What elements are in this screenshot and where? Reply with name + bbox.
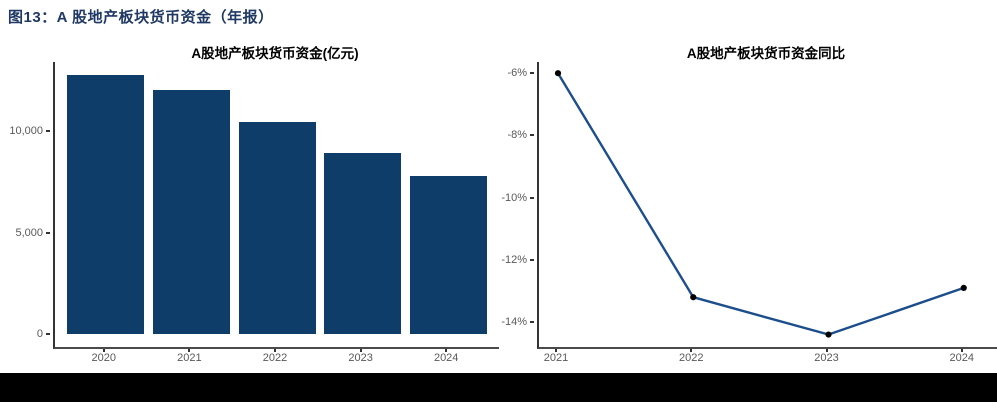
x-axis-tick-mark — [825, 349, 828, 352]
x-axis-tick-mark — [188, 349, 191, 352]
y-axis-tick-mark — [530, 196, 534, 199]
x-axis-tick-mark — [555, 349, 557, 352]
yoy-line-plot — [554, 70, 967, 338]
y-axis-tick-label: -12% — [501, 253, 527, 266]
x-axis-tick-label: 2022 — [262, 352, 288, 364]
x-axis-tick-label: 2024 — [433, 352, 459, 364]
y-axis-tick-mark — [530, 134, 534, 137]
x-axis-tick-mark — [960, 349, 963, 352]
line-chart-panel — [537, 62, 997, 349]
data-point-2022 — [690, 294, 697, 301]
x-axis-tick-label: 2021 — [177, 352, 202, 364]
y-axis-tick-mark — [530, 258, 534, 261]
bar-2022 — [238, 122, 316, 334]
x-axis-tick-label: 2022 — [679, 352, 704, 364]
x-axis-tick-mark — [359, 349, 362, 352]
y-axis-tick-mark — [530, 321, 534, 324]
data-point-2024 — [960, 284, 967, 291]
bar-2023 — [324, 152, 402, 334]
x-axis-tick-mark — [445, 349, 448, 352]
data-point-2023 — [825, 331, 832, 338]
data-point-2021 — [554, 70, 562, 77]
yoy-line — [556, 72, 965, 336]
x-axis-tick-mark — [102, 349, 105, 352]
y-axis-tick-label: -10% — [501, 191, 527, 204]
y-axis-tick-label: -8% — [507, 129, 527, 142]
x-axis-tick-label: 2021 — [543, 352, 569, 364]
y-axis-tick-mark — [530, 72, 534, 75]
x-axis-tick-label: 2024 — [949, 352, 974, 364]
y-axis-tick-mark — [46, 130, 50, 133]
y-axis-tick-label: 10,000 — [9, 125, 43, 138]
bar-chart-panel — [53, 62, 499, 349]
bar-2020 — [67, 74, 145, 334]
y-axis-tick-mark — [46, 231, 50, 234]
line-chart-title: A股地产板块货币资金同比 — [686, 46, 846, 61]
bottom-black-band — [0, 373, 997, 402]
bar-2024 — [409, 175, 487, 334]
x-axis-tick-label: 2020 — [91, 352, 117, 364]
bar-2021 — [152, 89, 230, 334]
y-axis-tick-label: 5,000 — [15, 226, 43, 239]
x-axis-tick-mark — [274, 349, 276, 352]
x-axis-tick-label: 2023 — [814, 352, 839, 364]
y-axis-tick-label: -6% — [507, 67, 527, 80]
y-axis-tick-label: -14% — [501, 316, 527, 329]
y-axis-tick-label: 0 — [36, 328, 43, 340]
x-axis-tick-mark — [690, 349, 693, 352]
x-axis-tick-label: 2023 — [348, 352, 373, 364]
y-axis-tick-mark — [46, 333, 50, 335]
bar-chart-title: A股地产板块货币资金(亿元) — [191, 46, 359, 61]
figure-caption: 图13：A 股地产板块货币资金（年报） — [8, 9, 274, 26]
